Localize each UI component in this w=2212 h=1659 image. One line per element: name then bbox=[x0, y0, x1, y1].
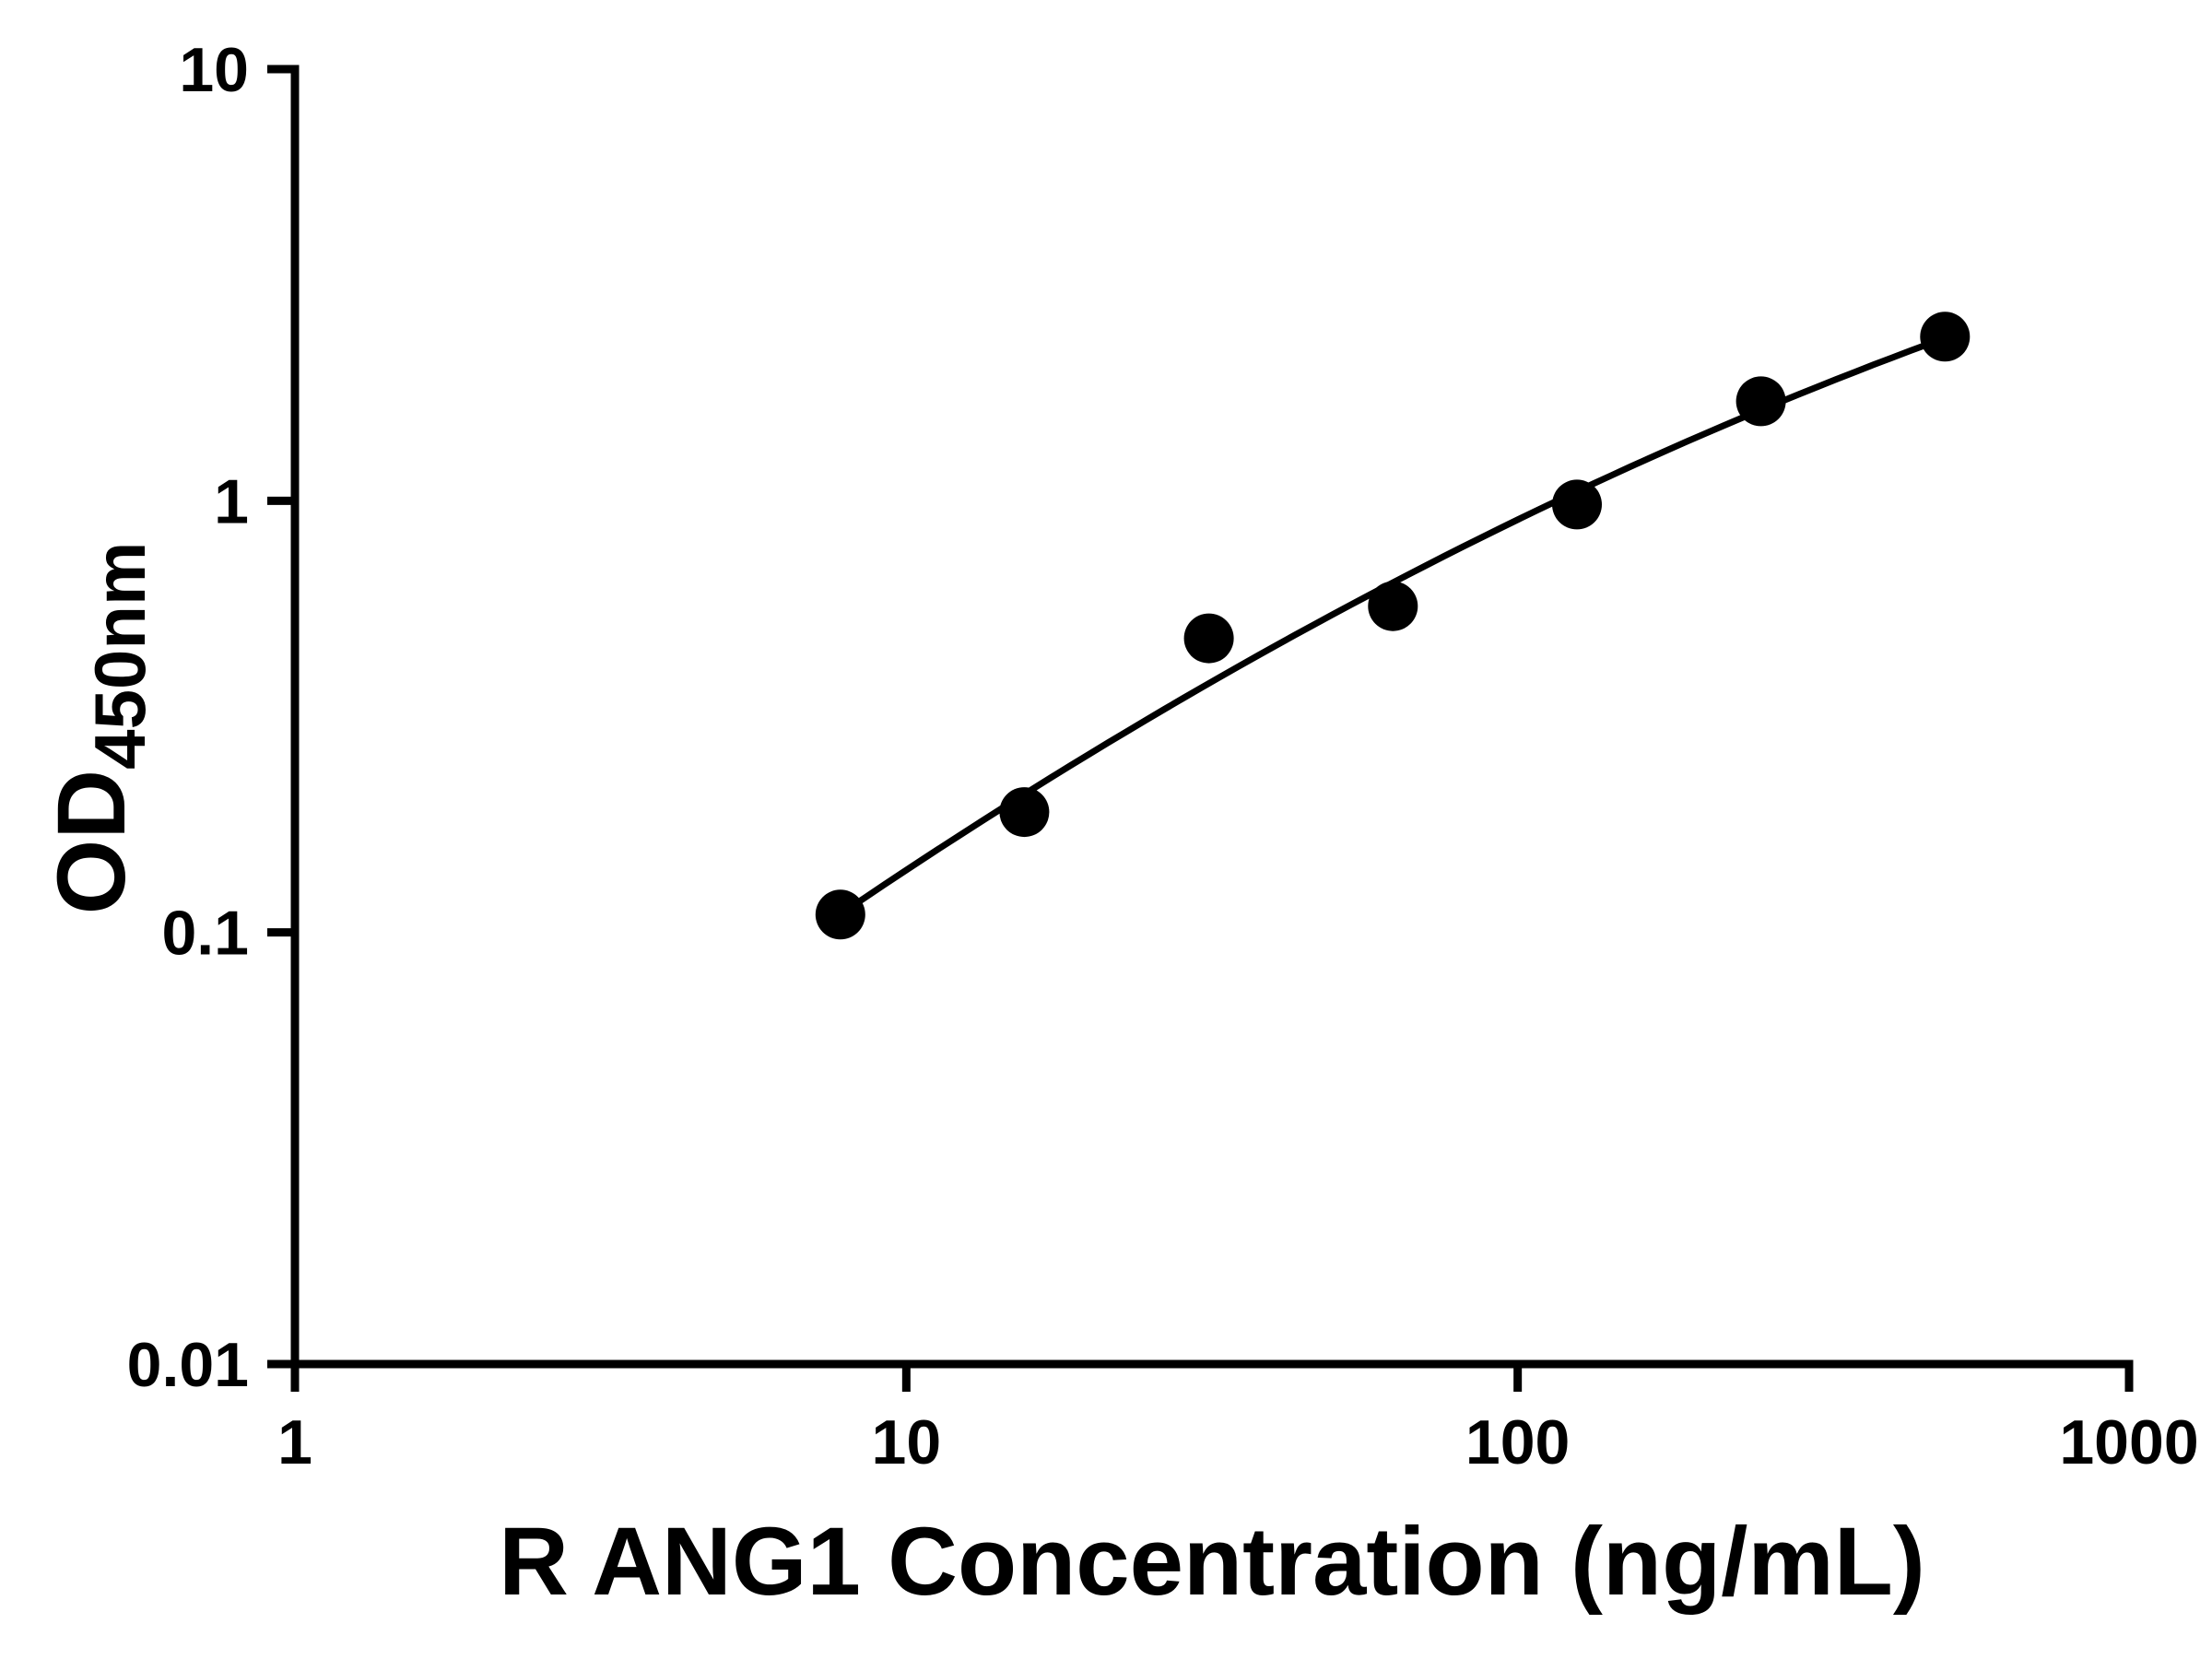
y-axis-title-subscript: 450nm bbox=[79, 542, 160, 770]
data-point bbox=[815, 889, 865, 940]
x-tick-label: 1 bbox=[277, 1407, 312, 1477]
data-point bbox=[999, 787, 1050, 838]
axes: 1 10 100 1000 0.01 0.1 1 10 bbox=[127, 35, 2199, 1477]
x-axis-title: R ANG1 Concentration (ng/mL) bbox=[499, 1508, 1925, 1616]
x-tick-label: 1000 bbox=[2059, 1407, 2198, 1477]
data-point bbox=[1368, 581, 1418, 631]
y-tick-label: 1 bbox=[214, 466, 249, 536]
data-point bbox=[1552, 479, 1602, 530]
data-point bbox=[1920, 312, 1971, 362]
y-tick-label: 10 bbox=[179, 35, 249, 105]
x-tick-label: 100 bbox=[1465, 1407, 1570, 1477]
y-axis-title-main: OD bbox=[38, 770, 146, 915]
data-series bbox=[815, 312, 1971, 940]
data-point bbox=[1183, 613, 1234, 664]
y-tick-label: 0.1 bbox=[161, 899, 249, 969]
x-tick-label: 10 bbox=[872, 1407, 942, 1477]
y-axis-title: OD450nm bbox=[38, 542, 160, 915]
y-tick-label: 0.01 bbox=[127, 1330, 249, 1400]
data-point bbox=[1735, 376, 1786, 427]
